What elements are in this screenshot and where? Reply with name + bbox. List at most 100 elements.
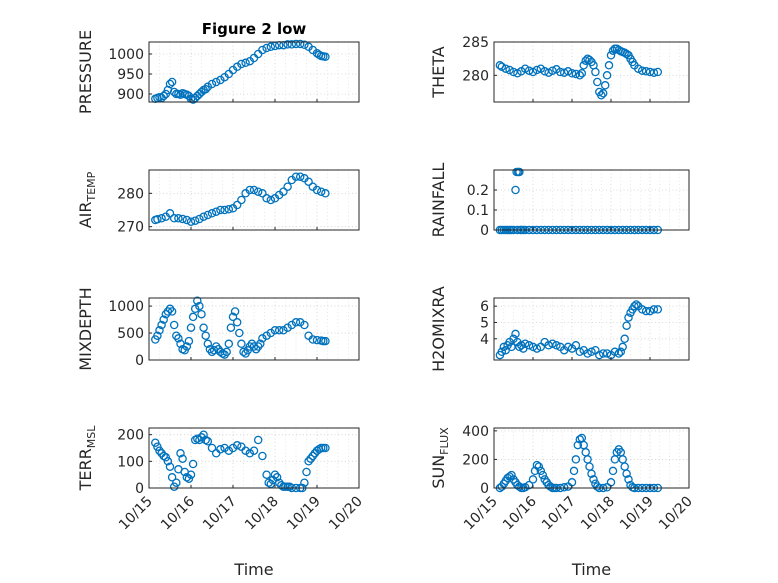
data-point: [532, 65, 542, 75]
data-point: [182, 342, 192, 351]
data-point: [575, 347, 585, 357]
data-point: [624, 313, 633, 322]
data-point: [167, 473, 177, 482]
y-tick-label: 1000: [108, 299, 144, 315]
data-point: [597, 91, 606, 100]
data-point: [587, 347, 596, 357]
data-point: [193, 434, 202, 443]
y-tick-label: 270: [117, 220, 144, 236]
data-point: [220, 443, 229, 453]
data-point: [312, 335, 322, 345]
data-point: [262, 43, 271, 53]
data-point: [285, 482, 294, 491]
y-tick-label: 1000: [108, 47, 144, 63]
data-point: [515, 167, 524, 177]
data-point: [239, 347, 248, 357]
data-point: [197, 87, 206, 97]
data-point: [577, 69, 587, 78]
data-point: [295, 318, 305, 327]
data-point: [622, 321, 631, 330]
data-point: [630, 301, 639, 311]
data-point: [274, 326, 284, 335]
data-point: [520, 339, 530, 348]
data-point: [245, 449, 255, 458]
y-tick-label: 0.1: [467, 203, 489, 219]
data-point: [203, 437, 213, 446]
data-point: [224, 339, 234, 349]
data-point: [321, 52, 330, 62]
y-tick-label: 200: [462, 452, 489, 468]
data-point: [253, 187, 263, 196]
data-point: [201, 435, 210, 445]
data-point: [199, 323, 208, 332]
data-point: [497, 347, 507, 357]
data-point: [153, 215, 162, 224]
data-point: [258, 189, 267, 198]
data-point: [532, 344, 542, 353]
x-tick-label: 10/17: [200, 494, 240, 534]
data-point: [593, 482, 602, 491]
data-point: [608, 466, 618, 476]
data-point: [253, 435, 263, 445]
data-point: [176, 90, 185, 100]
y-axis-label: SUNFLUX: [429, 427, 451, 489]
data-point: [598, 89, 608, 98]
data-point: [178, 454, 187, 463]
y-axis-label: PRESSURE: [76, 30, 95, 114]
data-point: [573, 440, 583, 450]
data-point: [235, 328, 244, 338]
y-axis-label: MIXDEPTH: [76, 287, 95, 370]
x-tick-label: 10/19: [617, 494, 657, 534]
data-point: [165, 462, 175, 471]
data-point: [258, 334, 267, 343]
y-tick-label: 0: [135, 353, 144, 369]
data-point: [262, 194, 271, 203]
data-point: [216, 75, 225, 85]
data-point: [199, 212, 208, 221]
data-point: [186, 217, 196, 226]
data-point: [511, 185, 520, 195]
data-point: [237, 195, 246, 205]
data-point: [637, 305, 647, 314]
data-point: [266, 42, 276, 52]
data-point: [610, 347, 620, 357]
data-point: [653, 67, 663, 77]
data-point: [224, 446, 234, 455]
axes-box: [493, 427, 690, 489]
axes-box: [493, 41, 690, 103]
data-point: [182, 473, 192, 482]
data-point: [230, 307, 240, 316]
data-point: [571, 455, 581, 464]
data-point: [600, 81, 610, 90]
data-point: [295, 39, 305, 49]
data-point: [228, 312, 238, 322]
data-point: [552, 341, 561, 350]
data-point: [207, 79, 217, 89]
data-point: [595, 350, 604, 360]
data-point: [632, 300, 641, 309]
x-tick-label: 10/15: [461, 494, 501, 534]
data-point: [237, 339, 246, 349]
chart-title: Figure 2 low: [202, 20, 307, 38]
data-point: [538, 470, 548, 480]
data-point: [653, 305, 663, 314]
x-tick-label: 10/18: [242, 494, 282, 534]
data-point: [589, 475, 598, 484]
data-point: [581, 56, 590, 65]
data-point: [228, 443, 238, 453]
x-tick-label: 10/15: [116, 494, 156, 534]
panel-mixdepth: 0 500 1000 MIXDEPTH: [76, 287, 360, 371]
data-point: [308, 335, 318, 344]
plot-area: [149, 428, 359, 488]
data-point: [224, 205, 234, 214]
data-point: [167, 77, 177, 87]
data-point: [507, 342, 516, 352]
y-tick-label: 100: [117, 454, 144, 470]
data-point: [186, 470, 196, 479]
data-point: [300, 320, 309, 330]
data-point: [167, 307, 177, 316]
data-point: [249, 185, 259, 195]
data-point: [193, 296, 202, 305]
data-point: [272, 473, 282, 482]
data-point: [207, 209, 217, 218]
